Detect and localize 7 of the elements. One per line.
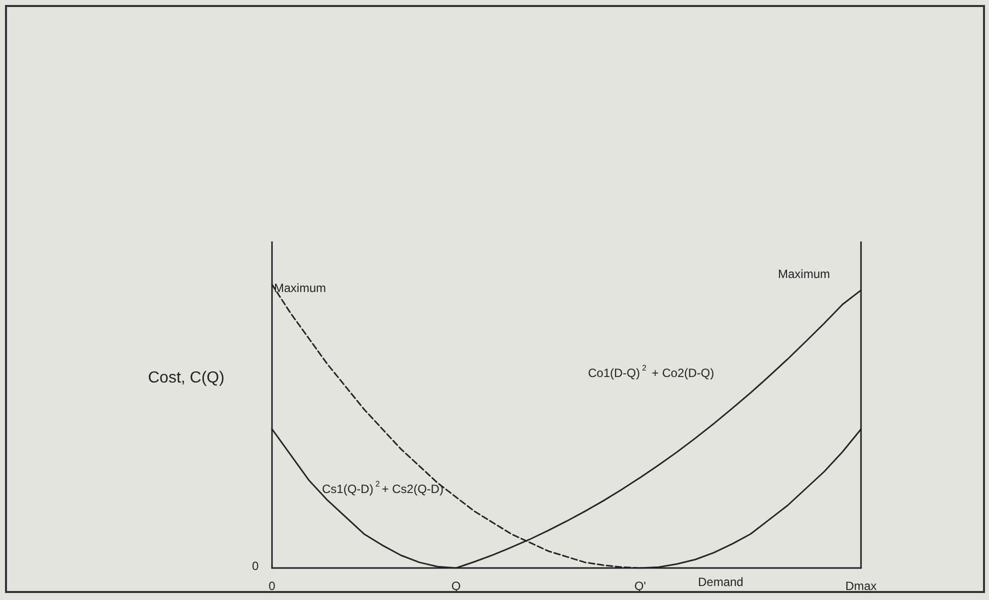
x-tick-label: Dmax xyxy=(845,579,877,593)
y-axis-title: Cost, C(Q) xyxy=(148,370,224,386)
annotation: Maximum xyxy=(274,281,326,295)
x-axis-title: Demand xyxy=(698,575,744,589)
text: Maximum xyxy=(778,267,830,281)
x-tick-label: 0 xyxy=(268,579,276,593)
text: 0 xyxy=(252,559,259,573)
